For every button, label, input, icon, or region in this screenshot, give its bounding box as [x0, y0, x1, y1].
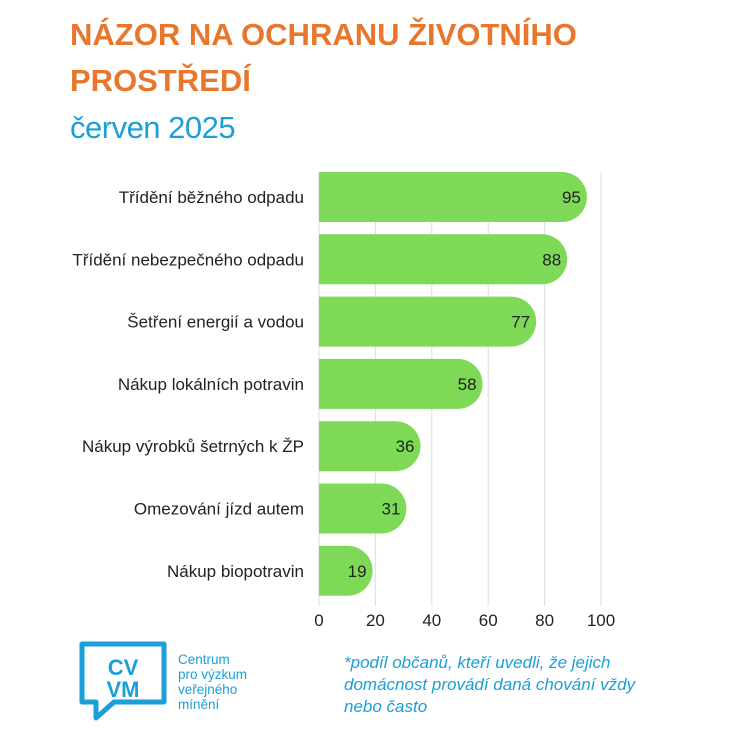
category-label: Nákup biopotravin — [167, 562, 304, 581]
svg-text:CV: CV — [108, 655, 139, 680]
logo-line: pro výzkum — [178, 667, 248, 682]
bar — [319, 421, 421, 472]
category-label: Třídění nebezpečného odpadu — [72, 250, 304, 269]
bar — [319, 234, 568, 285]
data-label: 88 — [542, 250, 561, 269]
logo-wordmark: Centrum pro výzkum veřejného mínění — [178, 652, 298, 712]
x-tick-label: 40 — [422, 611, 441, 630]
logo-line: Centrum — [178, 652, 230, 667]
chart-title: NÁZOR NA OCHRANU ŽIVOTNÍHO PROSTŘEDÍ — [70, 17, 577, 98]
logo-line: mínění — [178, 697, 220, 712]
data-label: 31 — [381, 500, 400, 519]
bar-chart: 95 Třídění běžného odpadu 88 Třídění nebezp… — [72, 172, 615, 630]
x-tick-label: 80 — [535, 611, 554, 630]
bar — [319, 172, 587, 222]
data-label: 19 — [348, 562, 367, 581]
x-tick-label: 20 — [366, 611, 385, 630]
category-label: Omezování jízd autem — [134, 500, 304, 519]
category-label: Šetření energií a vodou — [127, 313, 304, 332]
footnote: *podíl občanů, kteří uvedli, že jejich d… — [344, 653, 636, 716]
chart-subtitle: červen 2025 — [70, 110, 236, 145]
data-label: 95 — [562, 188, 581, 207]
x-tick-label: 100 — [587, 611, 615, 630]
category-label: Třídění běžného odpadu — [119, 188, 304, 207]
bar — [319, 296, 537, 347]
cvvm-logo-icon: CV VM — [79, 641, 167, 721]
svg-text:VM: VM — [107, 677, 140, 702]
logo-line: veřejného — [178, 682, 238, 697]
data-label: 77 — [511, 313, 530, 332]
category-label: Nákup lokálních potravin — [118, 375, 304, 394]
bar — [319, 483, 407, 534]
category-label: Nákup výrobků šetrných k ŽP — [82, 437, 304, 456]
x-tick-label: 0 — [314, 611, 323, 630]
data-label: 36 — [396, 437, 415, 456]
bar — [319, 545, 373, 596]
bar — [319, 358, 483, 409]
x-tick-label: 60 — [479, 611, 498, 630]
data-label: 58 — [458, 375, 477, 394]
